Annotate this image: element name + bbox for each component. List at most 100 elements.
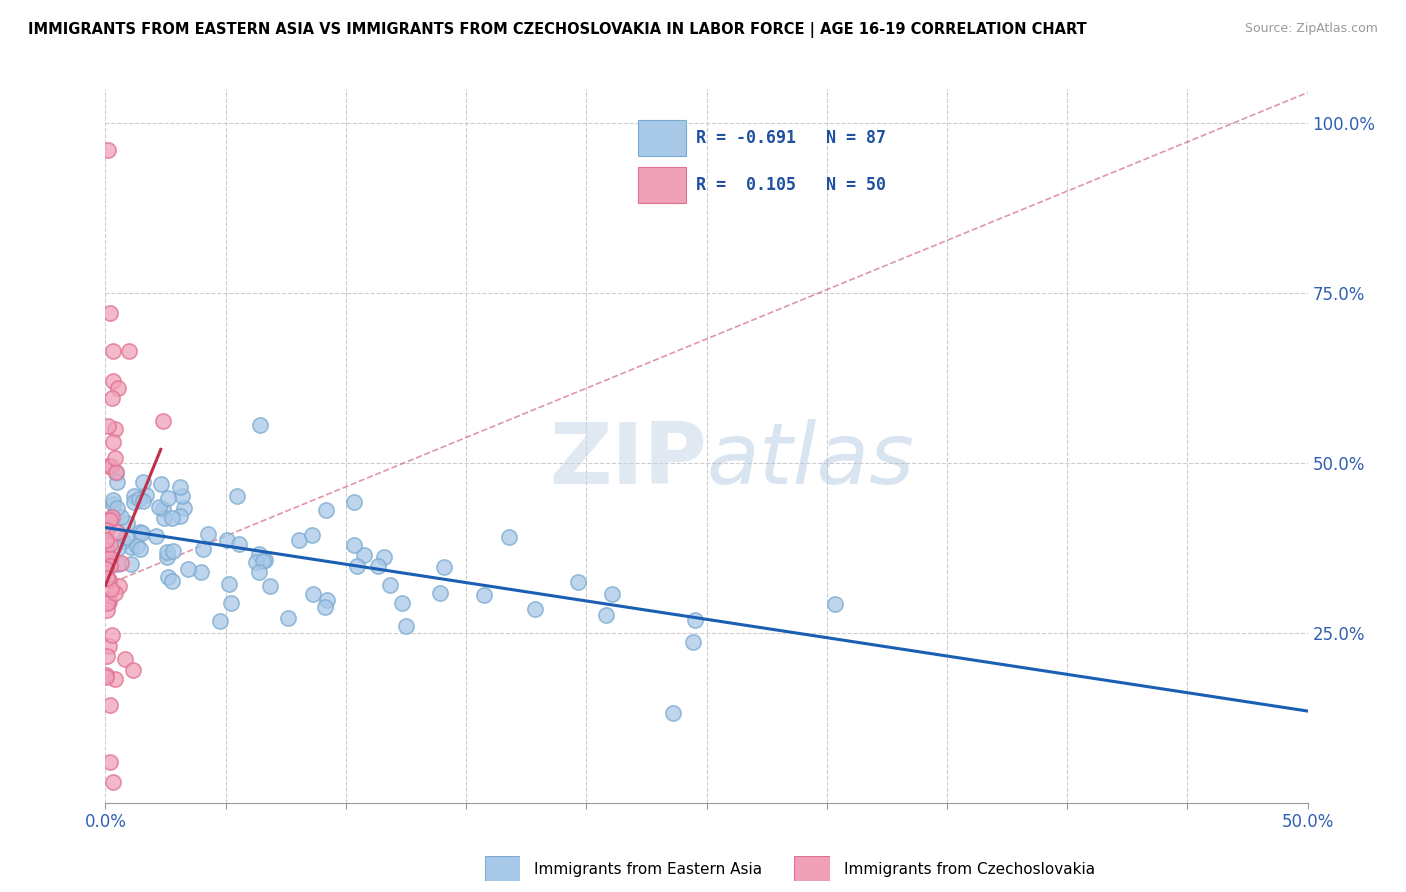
FancyBboxPatch shape xyxy=(638,167,686,202)
Point xyxy=(107,557,129,571)
Point xyxy=(157,570,180,584)
Point xyxy=(157,491,180,505)
Point xyxy=(682,635,704,649)
Point xyxy=(97,551,120,566)
Point xyxy=(215,533,238,547)
Point xyxy=(97,573,120,587)
Point xyxy=(245,555,267,569)
Point xyxy=(100,458,122,473)
Point xyxy=(353,549,375,563)
Point xyxy=(94,562,117,576)
Point xyxy=(101,391,124,405)
FancyBboxPatch shape xyxy=(485,856,520,881)
Point xyxy=(104,465,127,479)
Point xyxy=(97,591,120,606)
Point xyxy=(373,550,395,565)
Text: Immigrants from Czechoslovakia: Immigrants from Czechoslovakia xyxy=(844,863,1095,877)
Point xyxy=(135,488,157,502)
Point xyxy=(98,306,121,320)
Point xyxy=(100,582,122,596)
Point xyxy=(155,549,177,564)
Point xyxy=(155,544,177,558)
Point xyxy=(498,530,520,544)
Point xyxy=(683,613,706,627)
Point xyxy=(101,775,124,789)
Point xyxy=(343,538,366,552)
Point xyxy=(96,523,118,537)
Point xyxy=(169,480,191,494)
Point xyxy=(118,344,141,359)
FancyBboxPatch shape xyxy=(794,856,830,881)
Point xyxy=(96,571,118,585)
Point xyxy=(395,619,418,633)
Point xyxy=(824,598,846,612)
Point xyxy=(120,541,142,555)
Point xyxy=(111,534,134,549)
Point xyxy=(120,558,142,572)
Point xyxy=(391,596,413,610)
Point xyxy=(219,596,242,610)
Point xyxy=(98,536,121,550)
Point xyxy=(105,524,128,539)
Text: IMMIGRANTS FROM EASTERN ASIA VS IMMIGRANTS FROM CZECHOSLOVAKIA IN LABOR FORCE | : IMMIGRANTS FROM EASTERN ASIA VS IMMIGRAN… xyxy=(28,22,1087,38)
Point xyxy=(177,562,200,576)
Point xyxy=(148,500,170,514)
Point xyxy=(131,526,153,541)
Point xyxy=(378,577,401,591)
Point xyxy=(107,381,129,395)
Point xyxy=(94,558,117,572)
Point xyxy=(97,144,120,158)
Point xyxy=(97,595,120,609)
Point xyxy=(122,663,145,677)
Point xyxy=(132,475,155,489)
Point xyxy=(209,614,232,628)
Point xyxy=(247,566,270,580)
Point xyxy=(474,588,496,602)
Point xyxy=(101,344,124,359)
Point xyxy=(247,547,270,561)
Point xyxy=(98,550,121,565)
Text: R =  0.105   N = 50: R = 0.105 N = 50 xyxy=(696,176,886,194)
Point xyxy=(104,673,127,687)
Point xyxy=(595,607,617,622)
Point xyxy=(100,558,122,573)
Point xyxy=(101,509,124,524)
Point xyxy=(97,536,120,550)
Point xyxy=(190,565,212,579)
Point xyxy=(115,530,138,544)
Point xyxy=(97,418,120,433)
Point xyxy=(96,603,118,617)
Point xyxy=(433,559,456,574)
Point xyxy=(600,587,623,601)
Point xyxy=(169,508,191,523)
Point xyxy=(96,668,118,682)
Point xyxy=(94,670,117,684)
Point xyxy=(149,476,172,491)
Point xyxy=(277,611,299,625)
Point xyxy=(173,501,195,516)
Point xyxy=(101,435,124,450)
Point xyxy=(197,526,219,541)
Point xyxy=(122,495,145,509)
Point xyxy=(316,593,339,607)
Point xyxy=(104,466,127,480)
Point xyxy=(160,511,183,525)
FancyBboxPatch shape xyxy=(638,120,686,155)
Point xyxy=(314,599,336,614)
Point xyxy=(125,539,148,553)
Point xyxy=(117,516,139,530)
Point xyxy=(105,475,128,489)
Point xyxy=(152,414,174,428)
Text: Source: ZipAtlas.com: Source: ZipAtlas.com xyxy=(1244,22,1378,36)
Point xyxy=(103,493,125,508)
Point xyxy=(253,553,276,567)
Point xyxy=(343,495,366,509)
Point xyxy=(108,579,131,593)
Point xyxy=(110,510,132,524)
Point xyxy=(128,541,150,556)
Point xyxy=(346,558,368,573)
Point xyxy=(523,602,546,616)
Point xyxy=(301,528,323,542)
Point xyxy=(128,491,150,506)
Point xyxy=(367,559,389,574)
